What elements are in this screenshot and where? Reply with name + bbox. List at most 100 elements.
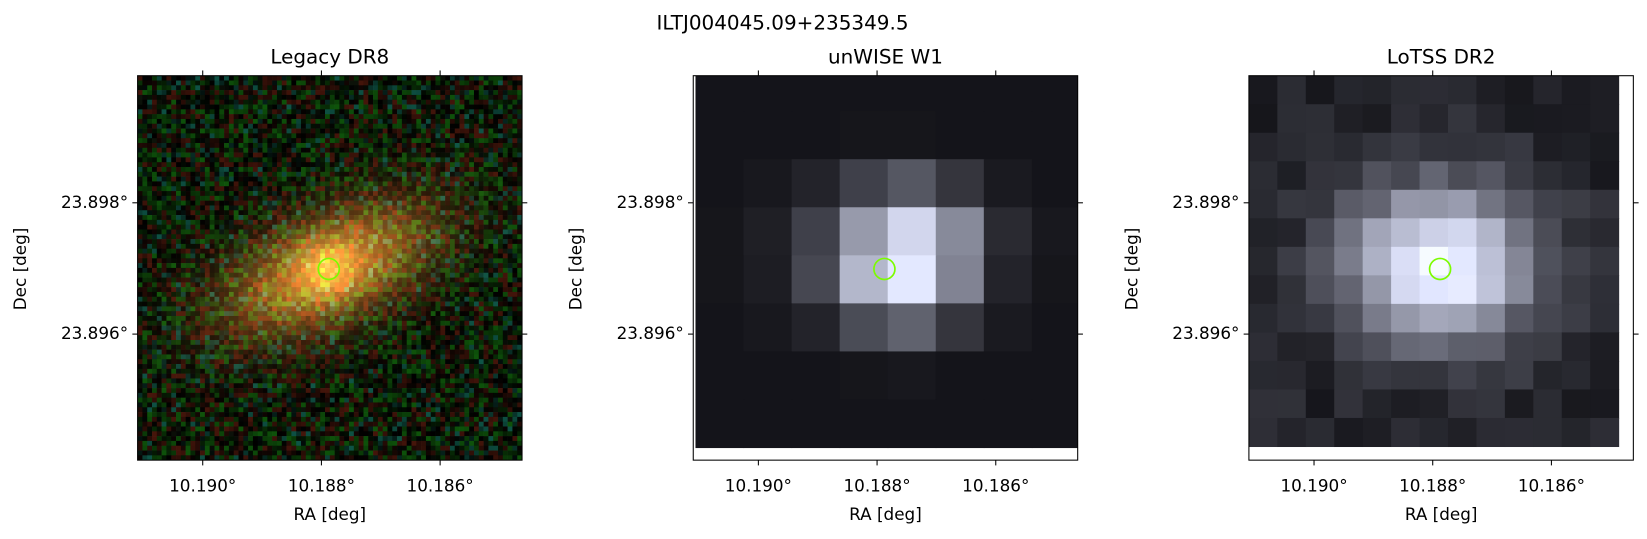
pixel: [449, 301, 456, 307]
pixel: [195, 157, 201, 163]
pixel: [411, 219, 417, 225]
pixel: [200, 296, 206, 302]
pixel: [219, 186, 225, 192]
pixel: [238, 114, 244, 120]
pixel: [310, 219, 316, 225]
pixel: [406, 282, 412, 288]
pixel: [180, 287, 186, 293]
pixel: [493, 133, 499, 139]
pixel: [368, 162, 374, 168]
pixel: [224, 253, 230, 259]
pixel: [310, 320, 316, 326]
pixel: [176, 248, 182, 254]
pixel: [454, 306, 460, 312]
pixel: [464, 200, 470, 206]
pixel: [243, 373, 249, 379]
pixel: [204, 258, 210, 264]
pixel: [161, 272, 167, 278]
pixel: [152, 354, 158, 360]
pixel: [473, 253, 480, 259]
pixel: [228, 320, 235, 326]
pixel: [392, 94, 398, 101]
pixel: [416, 263, 422, 269]
pixel: [464, 104, 470, 110]
pixel: [358, 354, 364, 360]
pixel: [368, 80, 374, 86]
pixel: [339, 330, 345, 336]
pixel: [387, 171, 393, 177]
pixel: [286, 267, 292, 274]
pixel: [137, 123, 143, 129]
pixel: [406, 253, 412, 259]
pixel: [267, 253, 273, 259]
pixel: [305, 215, 311, 221]
pixel: [137, 267, 143, 274]
pixel: [382, 181, 388, 187]
pixel: [512, 359, 518, 365]
pixel: [180, 306, 186, 312]
pixel: [180, 373, 186, 379]
pixel: [421, 128, 427, 134]
pixel: [377, 205, 383, 211]
pixel: [310, 267, 316, 274]
pixel: [224, 142, 230, 149]
pixel: [286, 364, 292, 370]
pixel: [243, 162, 249, 168]
pixel: [190, 186, 196, 192]
pixel: [440, 80, 446, 86]
pixel: [243, 80, 249, 86]
pixel: [248, 142, 254, 149]
pixel: [296, 359, 302, 365]
pixel: [300, 171, 307, 177]
pixel: [334, 133, 340, 139]
pixel: [248, 90, 254, 96]
pixel: [281, 253, 287, 259]
pixel: [147, 75, 153, 81]
pixel: [488, 296, 494, 302]
pixel: [180, 224, 186, 230]
pixel: [344, 349, 350, 355]
pixel: [329, 118, 335, 125]
pixel: [488, 90, 494, 96]
pixel: [363, 368, 369, 374]
pixel: [195, 239, 201, 245]
pixel: [493, 147, 499, 153]
pixel: [425, 94, 432, 101]
pixel: [368, 239, 374, 245]
pixel: [147, 349, 153, 355]
pixel: [368, 335, 374, 341]
pixel: [488, 191, 494, 197]
pixel: [416, 234, 422, 240]
pixel: [243, 133, 249, 139]
pixel: [286, 258, 292, 264]
pixel: [166, 128, 172, 134]
pixel: [262, 282, 268, 288]
pixel: [296, 195, 302, 201]
pixel: [214, 267, 220, 274]
pixel: [152, 320, 158, 326]
pixel: [238, 118, 244, 125]
pixel: [176, 267, 182, 274]
pixel: [224, 181, 230, 187]
pixel: [498, 205, 504, 211]
pixel: [349, 368, 355, 374]
pixel: [171, 282, 177, 288]
pixel: [425, 133, 432, 139]
pixel: [358, 287, 364, 293]
pixel: [430, 330, 436, 336]
pixel: [281, 138, 287, 144]
pixel: [353, 75, 359, 81]
pixel: [262, 210, 268, 216]
pixel: [195, 330, 201, 336]
pixel: [344, 239, 350, 245]
pixel: [344, 167, 350, 173]
pixel: [440, 277, 446, 283]
pixel: [305, 80, 311, 86]
pixel: [152, 128, 158, 134]
pixel: [147, 330, 153, 336]
pixel: [382, 123, 388, 129]
pixel: [243, 234, 249, 240]
pixel: [440, 147, 446, 153]
pixel: [209, 315, 215, 322]
pixel: [339, 167, 345, 173]
